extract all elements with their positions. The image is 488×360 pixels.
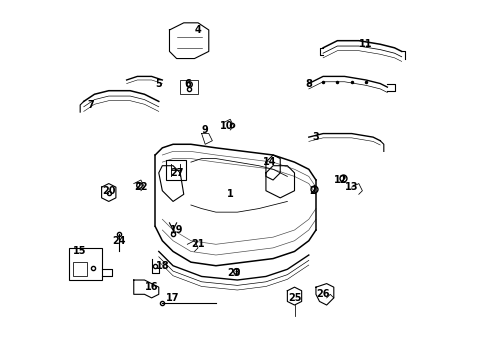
Text: 14: 14 xyxy=(262,157,276,167)
Text: 13: 13 xyxy=(344,182,358,192)
Text: 12: 12 xyxy=(333,175,347,185)
Text: 21: 21 xyxy=(191,239,204,249)
Text: 3: 3 xyxy=(312,132,319,142)
Text: 7: 7 xyxy=(87,100,94,110)
Text: 6: 6 xyxy=(183,78,190,89)
Text: 5: 5 xyxy=(155,78,162,89)
Text: 16: 16 xyxy=(144,282,158,292)
Text: 17: 17 xyxy=(166,293,180,303)
Text: 22: 22 xyxy=(134,182,147,192)
Bar xyxy=(165,160,185,180)
Text: 20: 20 xyxy=(102,186,115,196)
Bar xyxy=(69,248,102,280)
Text: 11: 11 xyxy=(359,39,372,49)
Text: 18: 18 xyxy=(155,261,169,271)
Text: 26: 26 xyxy=(316,289,329,299)
Text: 2: 2 xyxy=(308,186,315,196)
Bar xyxy=(180,80,198,94)
Text: 25: 25 xyxy=(287,293,301,303)
Text: 8: 8 xyxy=(305,78,312,89)
Text: 10: 10 xyxy=(220,121,233,131)
Text: 27: 27 xyxy=(169,168,183,178)
Text: 1: 1 xyxy=(226,189,233,199)
Text: 9: 9 xyxy=(202,125,208,135)
Text: 15: 15 xyxy=(73,247,87,256)
Text: 19: 19 xyxy=(169,225,183,235)
Text: 23: 23 xyxy=(226,268,240,278)
Text: 24: 24 xyxy=(113,236,126,246)
Text: 4: 4 xyxy=(194,25,201,35)
Bar xyxy=(73,262,87,276)
